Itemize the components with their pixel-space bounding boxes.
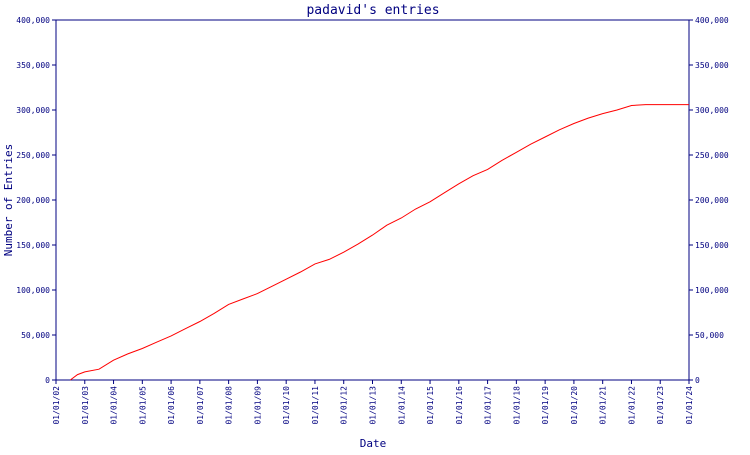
series-layer (70, 104, 689, 381)
y-right-tick-label: 250,000 (695, 151, 729, 160)
y-left-tick-label: 100,000 (16, 286, 50, 295)
x-tick-label: 01/01/11 (311, 386, 320, 425)
y-axis-label: Number of Entries (2, 144, 15, 257)
y-right-tick-label: 100,000 (695, 286, 729, 295)
x-tick-label: 01/01/08 (225, 386, 234, 425)
x-axis-label: Date (360, 437, 387, 450)
y-right-tick-label: 350,000 (695, 61, 729, 70)
x-tick-label: 01/01/03 (81, 386, 90, 425)
y-left-tick-label: 50,000 (21, 331, 50, 340)
y-axis-right: 0 50,000 100,000 150,000 200,000 250,000 300,0… (689, 16, 729, 385)
y-left-tick-label: 0 (45, 376, 50, 385)
x-tick-label: 01/01/09 (253, 386, 262, 425)
x-tick-label: 01/01/20 (570, 386, 579, 425)
y-right-tick-label: 200,000 (695, 196, 729, 205)
x-tick-label: 01/01/17 (484, 386, 493, 425)
x-tick-label: 01/01/07 (196, 386, 205, 425)
y-right-tick-label: 0 (695, 376, 700, 385)
y-left-tick-label: 300,000 (16, 106, 50, 115)
y-left-tick-label: 150,000 (16, 241, 50, 250)
x-tick-label: 01/01/10 (282, 386, 291, 425)
x-tick-label: 01/01/22 (627, 386, 636, 425)
x-tick-label: 01/01/14 (397, 386, 406, 425)
x-tick-label: 01/01/18 (512, 386, 521, 425)
y-right-tick-label: 300,000 (695, 106, 729, 115)
chart-title: padavid's entries (306, 3, 439, 18)
y-left-tick-label: 200,000 (16, 196, 50, 205)
x-tick-label: 01/01/15 (426, 386, 435, 425)
x-axis: 01/01/02 01/01/03 01/01/04 01/01/05 01/01/06… (52, 380, 694, 425)
x-tick-label: 01/01/05 (138, 386, 147, 425)
x-tick-label: 01/01/02 (52, 386, 61, 425)
x-tick-label: 01/01/06 (167, 386, 176, 425)
x-tick-label: 01/01/13 (369, 386, 378, 425)
y-right-tick-label: 400,000 (695, 16, 729, 25)
x-tick-label: 01/01/16 (455, 386, 464, 425)
x-tick-label: 01/01/12 (340, 386, 349, 425)
series-line (70, 104, 689, 381)
x-tick-label: 01/01/24 (685, 386, 694, 425)
y-left-tick-label: 250,000 (16, 151, 50, 160)
y-right-tick-label: 50,000 (695, 331, 724, 340)
x-tick-label: 01/01/21 (599, 386, 608, 425)
y-left-tick-label: 400,000 (16, 16, 50, 25)
y-axis-left: 0 50,000 100,000 150,000 200,000 250,000 300,0… (16, 16, 56, 385)
x-tick-label: 01/01/04 (110, 386, 119, 425)
x-tick-label: 01/01/23 (656, 386, 665, 425)
plot-area (55, 19, 690, 381)
y-left-tick-label: 350,000 (16, 61, 50, 70)
y-right-tick-label: 150,000 (695, 241, 729, 250)
x-tick-label: 01/01/19 (541, 386, 550, 425)
